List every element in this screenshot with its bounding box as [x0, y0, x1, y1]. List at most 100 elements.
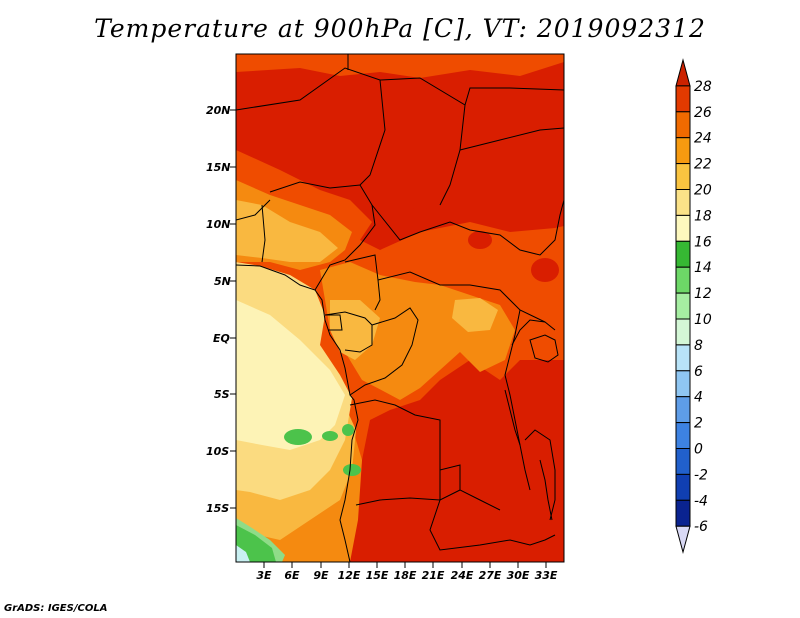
lat-label: 10N	[206, 218, 231, 231]
colorbar-segment	[675, 214, 691, 242]
border-uganda	[511, 319, 556, 346]
lon-tick: 15E	[366, 562, 389, 582]
lon-label: 15E	[366, 569, 389, 582]
colorbar-label: 20	[694, 183, 712, 199]
colorbar-label: 14	[694, 260, 712, 276]
lon-label: 9E	[313, 569, 329, 582]
field-hot-patch-1	[468, 231, 492, 249]
lake-tanganyika	[504, 389, 521, 446]
border-sudan	[459, 127, 564, 151]
lat-tick: EQ	[213, 332, 236, 345]
colorbar-label: -4	[694, 493, 708, 509]
colorbar-label: 28	[694, 79, 712, 95]
lat-tick: 15N	[206, 161, 236, 174]
colorbar-segment	[675, 499, 691, 527]
lat-label: 15S	[206, 502, 229, 515]
lon-label: 6E	[284, 569, 300, 582]
lat-tick: 5N	[214, 275, 236, 288]
colorbar-label: 26	[694, 105, 712, 121]
colorbar-label: -6	[694, 519, 708, 535]
border-lake-victoria	[529, 334, 559, 363]
colorbar-bottom-arrow	[675, 525, 691, 555]
lat-label: 5S	[214, 388, 230, 401]
lon-tick: 18E	[394, 562, 417, 582]
colorbar-segment	[675, 137, 691, 165]
border-equatorial-guinea	[325, 314, 343, 331]
colorbar-label: 4	[694, 390, 703, 406]
colorbar-label: 16	[694, 234, 712, 250]
lat-label: EQ	[213, 332, 230, 345]
field-orange-central	[320, 262, 515, 400]
border-angola-namibia	[355, 489, 461, 506]
lon-label: 18E	[394, 569, 417, 582]
lake-malawi	[539, 459, 553, 521]
field-pale-west	[236, 300, 345, 450]
lon-tick: 3E	[256, 562, 272, 582]
colorbar-segment	[675, 396, 691, 424]
colorbar-label: -2	[694, 467, 708, 483]
border-west-1	[236, 199, 271, 221]
lon-tick: 9E	[313, 562, 329, 582]
map-frame	[235, 53, 565, 563]
lat-label: 10S	[206, 445, 229, 458]
colorbar-segment	[675, 422, 691, 450]
lat-tick: 20N	[206, 104, 236, 117]
colorbar-segment	[675, 111, 691, 139]
colorbar-segment	[675, 448, 691, 475]
lat-label: 20N	[206, 104, 231, 117]
lat-tick: 10S	[206, 445, 236, 458]
colorbar-label: 6	[694, 364, 703, 380]
lat-label: 5N	[214, 275, 231, 288]
lat-tick: 5S	[214, 388, 236, 401]
colorbar-label: 10	[694, 312, 712, 328]
temperature-field	[236, 54, 564, 562]
colorbar-segment	[675, 344, 691, 372]
colorbar-label: 18	[694, 208, 712, 224]
lon-tick: 24E	[451, 562, 474, 582]
field-green-blob-2	[322, 431, 338, 441]
lon-tick: 12E	[338, 562, 361, 582]
lon-label: 33E	[535, 569, 558, 582]
lon-tick: 33E	[535, 562, 558, 582]
colorbar-segment	[675, 292, 691, 320]
border-niger-chad	[379, 77, 466, 206]
lon-label: 30E	[507, 569, 530, 582]
field-cyan-corner	[236, 545, 250, 562]
lon-tick: 27E	[479, 562, 502, 582]
colorbar-segment	[675, 240, 691, 268]
latitude-axis: 20N 15N 10N 5N EQ 5S 10S 15S	[206, 104, 236, 515]
colorbar-label: 2	[694, 416, 703, 432]
country-borders	[236, 54, 564, 562]
field-green-blob-1	[284, 429, 312, 445]
colorbar-segment	[675, 473, 691, 501]
lon-label: 12E	[338, 569, 361, 582]
border-zambia	[429, 470, 556, 551]
colorbar-label: 8	[694, 338, 703, 354]
colorbar-top-arrow	[675, 58, 691, 87]
colorbar-label: 12	[694, 286, 712, 302]
border-libya-chad	[464, 87, 564, 106]
lon-label: 21E	[422, 569, 445, 582]
border-chad-car	[371, 199, 564, 256]
longitude-axis: 3E 6E 9E 12E 15E 18E 21E 24E 27E 30E 33E	[256, 562, 558, 582]
lat-tick: 10N	[206, 218, 236, 231]
lon-tick: 6E	[284, 562, 300, 582]
chart-title: Temperature at 900hPa [C], VT: 201909231…	[94, 14, 706, 43]
colorbar-segment	[675, 266, 691, 294]
lat-label: 15N	[206, 161, 231, 174]
border-congo	[349, 307, 419, 396]
field-green-blob-4	[343, 464, 361, 476]
colorbar-label: 24	[694, 131, 712, 147]
lon-tick: 30E	[507, 562, 530, 582]
colorbar-segment	[675, 189, 691, 216]
lat-tick: 15S	[206, 502, 236, 515]
colorbar-segment	[675, 318, 691, 346]
colorbar-segment	[675, 85, 691, 113]
coastline-west-africa	[236, 264, 359, 562]
lon-label: 27E	[479, 569, 502, 582]
field-gold-central	[330, 300, 380, 360]
border-tanzania	[524, 429, 556, 521]
grads-credit: GrADS: IGES/COLA	[4, 603, 108, 614]
border-benin	[261, 204, 266, 263]
